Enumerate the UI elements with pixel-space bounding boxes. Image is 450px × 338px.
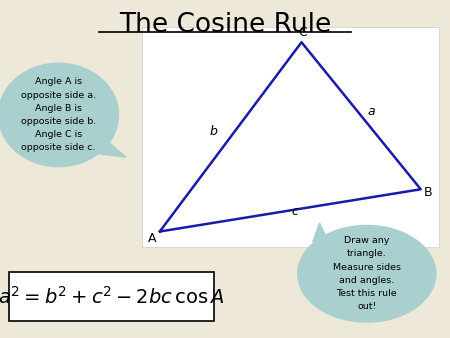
- Text: Draw any
triangle.
Measure sides
and angles.
Test this rule
out!: Draw any triangle. Measure sides and ang…: [333, 236, 401, 311]
- Text: C: C: [298, 26, 307, 39]
- Polygon shape: [313, 223, 328, 242]
- Ellipse shape: [0, 63, 119, 167]
- Text: B: B: [424, 186, 433, 199]
- FancyBboxPatch shape: [9, 272, 214, 321]
- Text: $\mathit{a}^2 = \mathit{b}^2 + \mathit{c}^2 - 2\mathit{bc}\,\cos\mathit{A}$: $\mathit{a}^2 = \mathit{b}^2 + \mathit{c…: [0, 286, 225, 308]
- Text: Angle A is
opposite side a.
Angle B is
opposite side b.
Angle C is
opposite side: Angle A is opposite side a. Angle B is o…: [21, 77, 96, 152]
- Ellipse shape: [297, 225, 436, 323]
- Text: A: A: [148, 232, 156, 245]
- Text: a: a: [368, 105, 375, 118]
- Polygon shape: [99, 144, 126, 157]
- FancyBboxPatch shape: [142, 27, 439, 247]
- Text: b: b: [210, 125, 218, 138]
- Text: c: c: [291, 205, 298, 218]
- Text: The Cosine Rule: The Cosine Rule: [119, 12, 331, 38]
